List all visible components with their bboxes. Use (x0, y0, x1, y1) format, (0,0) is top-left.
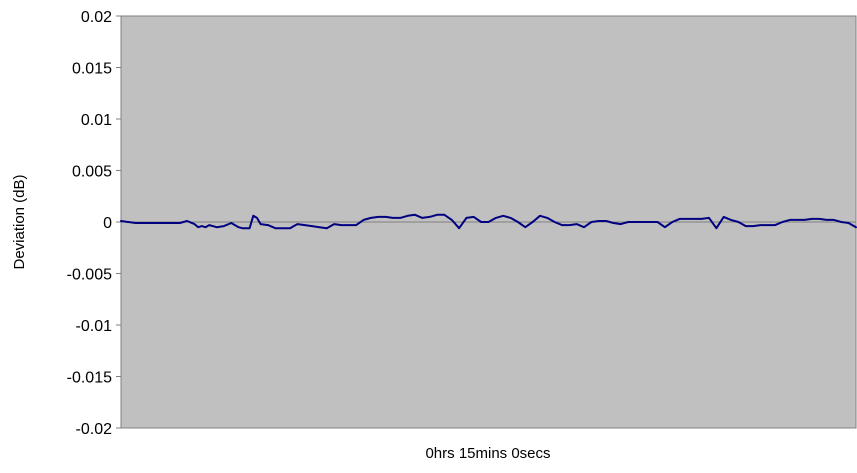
y-tick-label: -0.02 (76, 421, 113, 438)
y-axis-ticks (116, 15, 121, 429)
y-tick-label: -0.01 (76, 318, 113, 335)
y-axis-title: Deviation (dB) (11, 174, 28, 269)
y-tick-label: 0.015 (72, 61, 112, 78)
y-tick-label: 0.01 (81, 112, 112, 129)
y-axis-tick-labels: 0.02 0.015 0.01 0.005 0 -0.005 -0.01 -0.015 -0.0… (67, 9, 112, 438)
y-tick-label: -0.015 (67, 370, 112, 387)
y-tick-label: 0 (103, 215, 112, 232)
y-tick-label: 0.005 (72, 164, 112, 181)
series-line-deviation (120, 213, 857, 230)
y-tick-label: 0.02 (81, 9, 112, 26)
y-tick-label: -0.005 (67, 267, 112, 284)
x-axis-title: 0hrs 15mins 0secs (425, 445, 550, 462)
